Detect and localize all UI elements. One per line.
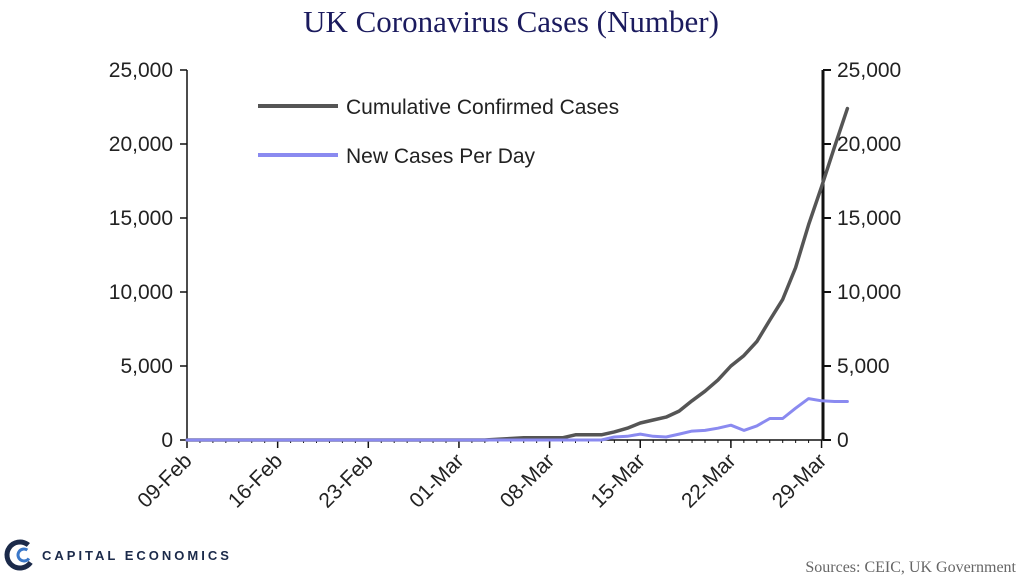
logo-c-mark-icon xyxy=(4,539,36,571)
y-left-tick-label: 5,000 xyxy=(120,355,173,378)
brand-name: CAPITAL ECONOMICS xyxy=(42,548,232,563)
x-tick-label: 22-Mar xyxy=(677,449,740,512)
series-line-new-cases xyxy=(185,397,849,442)
y-right-tick-label: 15,000 xyxy=(837,207,901,230)
y-right-tick-label: 0 xyxy=(837,429,849,452)
legend-label-cumulative: Cumulative Confirmed Cases xyxy=(346,96,619,119)
x-tick-label: 16-Feb xyxy=(224,449,287,512)
y-left-tick-label: 0 xyxy=(161,429,173,452)
chart-title: UK Coronavirus Cases (Number) xyxy=(303,4,719,39)
capital-economics-logo: CAPITAL ECONOMICS xyxy=(4,539,232,571)
y-left-tick-label: 15,000 xyxy=(109,207,173,230)
source-note: Sources: CEIC, UK Government xyxy=(805,559,1016,576)
x-tick-label: 09-Feb xyxy=(133,449,196,512)
logo-e-mark-icon xyxy=(16,547,32,563)
legend-label-new-cases: New Cases Per Day xyxy=(346,145,536,168)
x-tick-label: 29-Mar xyxy=(768,449,831,512)
x-tick-label: 08-Mar xyxy=(496,449,559,512)
legend: Cumulative Confirmed Cases New Cases Per… xyxy=(258,96,619,168)
series-line-cumulative xyxy=(185,106,850,442)
x-tick-label: 15-Mar xyxy=(586,449,649,512)
axes: 0 5,000 10,000 15,000 20,000 25,000 0 5,000 10,0… xyxy=(109,59,901,513)
x-tick-label: 23-Feb xyxy=(315,449,378,512)
y-right-tick-label: 5,000 xyxy=(837,355,890,378)
y-left-tick-label: 20,000 xyxy=(109,133,173,156)
y-right-tick-label: 25,000 xyxy=(837,59,901,82)
y-left-tick-label: 10,000 xyxy=(109,281,173,304)
y-right-tick-label: 10,000 xyxy=(837,281,901,304)
y-left-tick-label: 25,000 xyxy=(109,59,173,82)
series-layer xyxy=(185,106,850,442)
y-right-tick-label: 20,000 xyxy=(837,133,901,156)
x-tick-label: 01-Mar xyxy=(405,449,468,512)
